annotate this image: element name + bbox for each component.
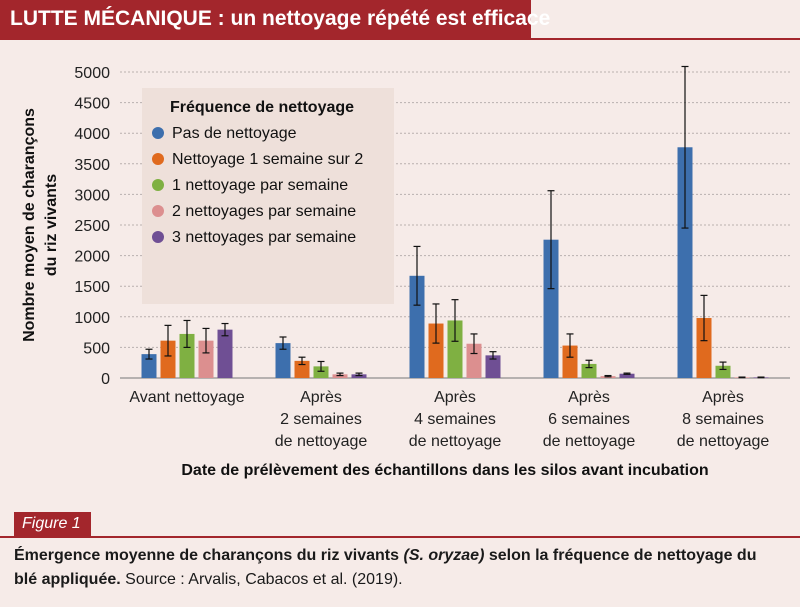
bar bbox=[562, 345, 578, 378]
bar bbox=[160, 340, 176, 378]
figure-badge: Figure 1 bbox=[14, 512, 91, 536]
bar bbox=[351, 374, 367, 378]
bar bbox=[466, 343, 482, 378]
legend-layer: Fréquence de nettoyage Pas de nettoyage Ne… bbox=[142, 88, 394, 304]
y-tick-label: 0 bbox=[101, 371, 110, 388]
legend-title: Fréquence de nettoyage bbox=[170, 99, 354, 116]
heading-strong: LUTTE MÉCANIQUE : bbox=[10, 7, 225, 30]
legend-entry: Nettoyage 1 semaine sur 2 bbox=[172, 151, 363, 168]
legend-swatch bbox=[152, 231, 164, 243]
heading-rule bbox=[0, 38, 800, 40]
bar bbox=[217, 329, 233, 378]
legend-swatch bbox=[152, 179, 164, 191]
bar bbox=[428, 323, 444, 378]
y-tick-label: 1500 bbox=[74, 279, 110, 296]
figure-rule bbox=[0, 536, 800, 538]
x-tick-label: Après bbox=[702, 389, 744, 406]
caption-source: Source : Arvalis, Cabacos et al. (2019). bbox=[125, 571, 403, 588]
legend-entry: 2 nettoyages par semaine bbox=[172, 203, 356, 220]
legend-swatch bbox=[152, 153, 164, 165]
bar bbox=[275, 343, 291, 378]
y-tick-label: 2000 bbox=[74, 249, 110, 266]
bar bbox=[619, 373, 635, 378]
x-tick-label: Après bbox=[434, 389, 476, 406]
bar bbox=[677, 147, 693, 378]
bar bbox=[543, 239, 559, 378]
y-axis-title: Nombre moyen de charançons bbox=[21, 108, 38, 342]
x-tick-label: de nettoyage bbox=[677, 433, 770, 450]
x-axis-title: Date de prélèvement des échantillons dan… bbox=[181, 462, 708, 479]
bar bbox=[179, 333, 195, 378]
caption-part-1: Émergence moyenne de charançons du riz v… bbox=[14, 547, 400, 564]
bars-layer bbox=[141, 65, 769, 379]
x-tick-label: 8 semaines bbox=[682, 411, 764, 428]
figure-caption: Émergence moyenne de charançons du riz v… bbox=[14, 544, 784, 592]
bar bbox=[294, 360, 310, 378]
y-axis-title: du riz vivants bbox=[43, 174, 60, 276]
legend-entry: 1 nettoyage par semaine bbox=[172, 177, 348, 194]
bar bbox=[141, 354, 157, 378]
x-tick-label: 2 semaines bbox=[280, 411, 362, 428]
legend-box bbox=[142, 88, 394, 304]
x-tick-label: 6 semaines bbox=[548, 411, 630, 428]
y-tick-label: 500 bbox=[83, 340, 110, 357]
legend-swatch bbox=[152, 205, 164, 217]
legend-swatch bbox=[152, 127, 164, 139]
bar bbox=[332, 374, 348, 378]
bar-chart: 0 500 1000 1500 2000 2500 3000 3500 4000 4500 5000… bbox=[21, 65, 790, 479]
caption-part-2: selon la fréquence de nettoyage du blé a… bbox=[14, 547, 757, 588]
x-tick-label: de nettoyage bbox=[543, 433, 636, 450]
bar bbox=[409, 275, 425, 378]
y-tick-label: 3000 bbox=[74, 187, 110, 204]
legend-entry: Pas de nettoyage bbox=[172, 125, 297, 142]
bar bbox=[447, 320, 463, 378]
y-tick-label: 1000 bbox=[74, 310, 110, 327]
y-tick-label: 4000 bbox=[74, 126, 110, 143]
x-tick-label: de nettoyage bbox=[409, 433, 502, 450]
axis-layer: 0 500 1000 1500 2000 2500 3000 3500 4000 4500 5000… bbox=[74, 65, 790, 450]
y-tick-label: 3500 bbox=[74, 157, 110, 174]
chart-heading: LUTTE MÉCANIQUE : un nettoyage répété es… bbox=[0, 0, 550, 38]
bar bbox=[581, 363, 597, 378]
heading-rest: un nettoyage répété est efficace bbox=[230, 7, 551, 30]
bar bbox=[715, 365, 731, 378]
x-tick-label: Après bbox=[568, 389, 610, 406]
bar bbox=[696, 318, 712, 378]
x-tick-label: Avant nettoyage bbox=[129, 389, 244, 406]
x-tick-label: Après bbox=[300, 389, 342, 406]
y-tick-label: 4500 bbox=[74, 96, 110, 113]
y-tick-label: 5000 bbox=[74, 65, 110, 82]
bar bbox=[485, 355, 501, 378]
bar bbox=[198, 340, 214, 378]
labels-layer: Date de prélèvement des échantillons dan… bbox=[21, 108, 709, 479]
legend-entry: 3 nettoyages par semaine bbox=[172, 229, 356, 246]
caption-species: (S. oryzae) bbox=[403, 547, 485, 564]
x-tick-label: 4 semaines bbox=[414, 411, 496, 428]
x-tick-label: de nettoyage bbox=[275, 433, 368, 450]
bar bbox=[313, 366, 329, 378]
y-tick-label: 2500 bbox=[74, 218, 110, 235]
